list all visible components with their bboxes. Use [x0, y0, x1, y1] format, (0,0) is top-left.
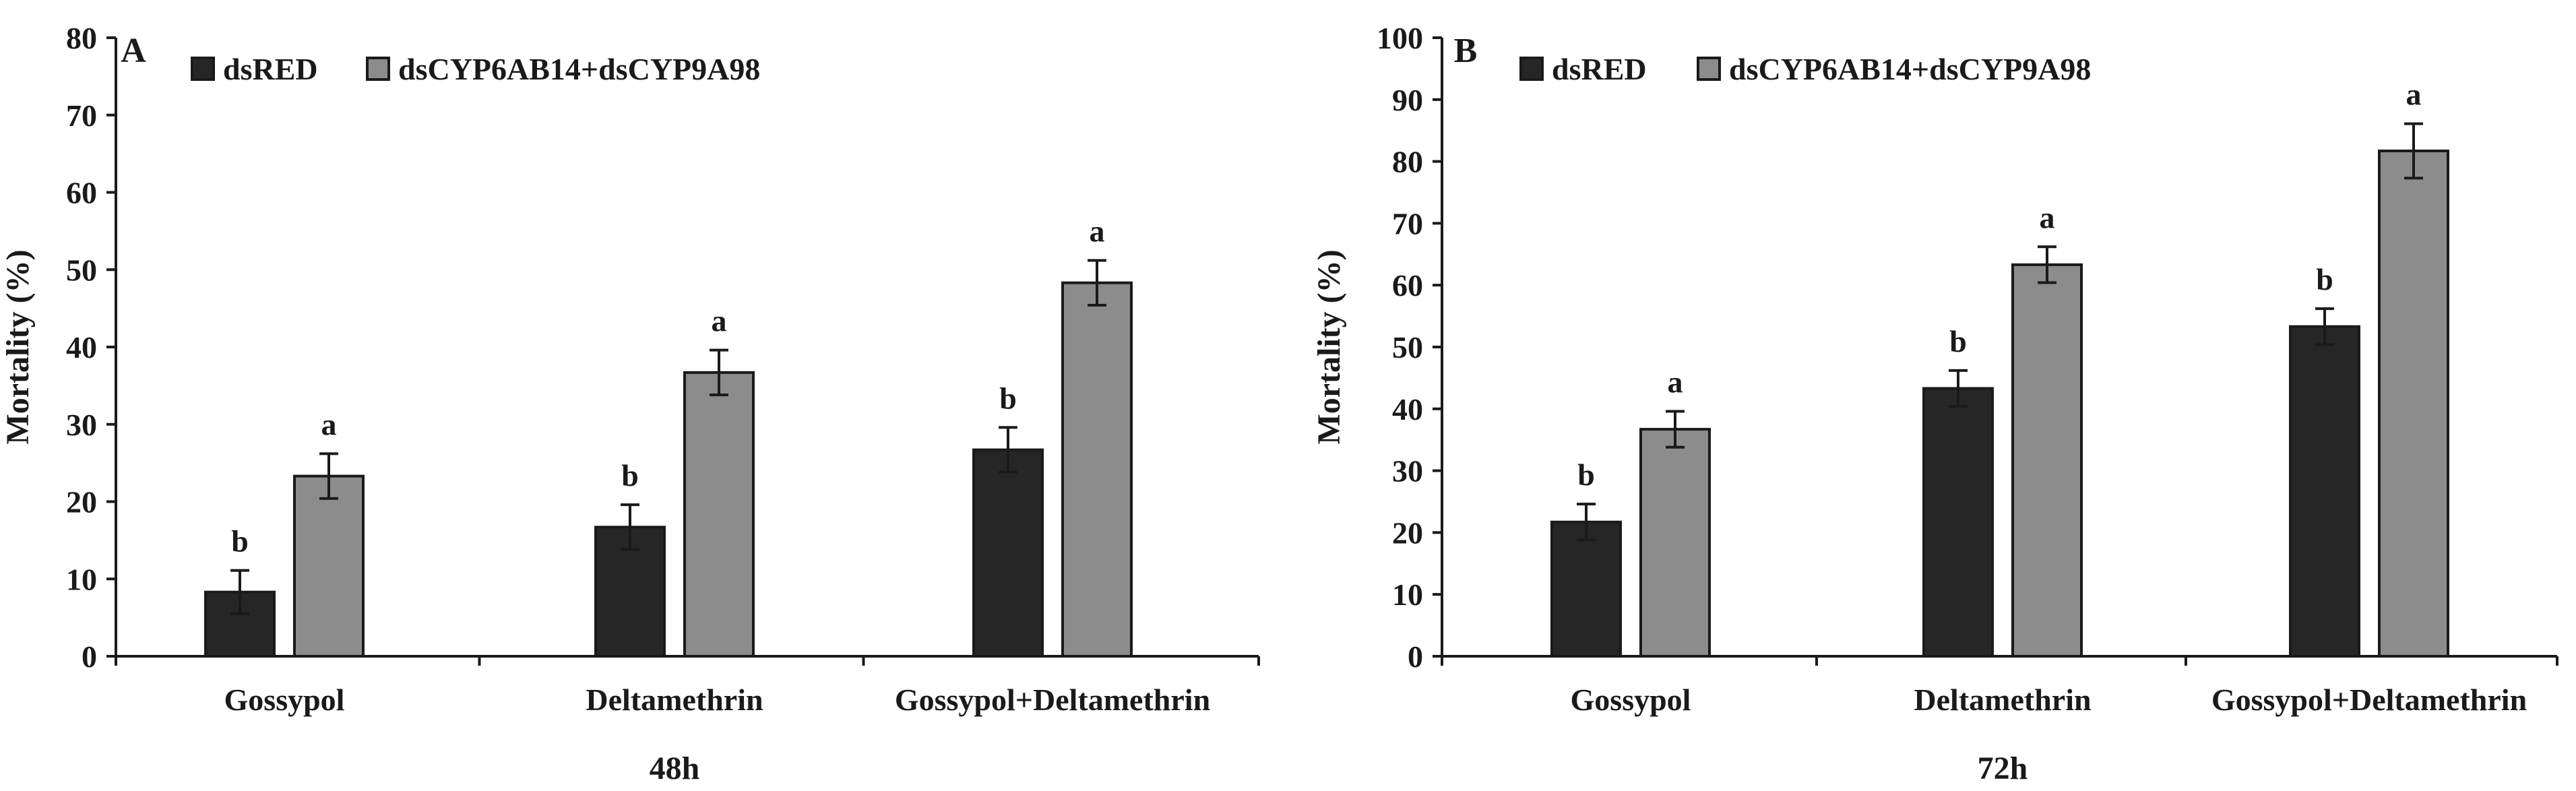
significance-letter: b	[1577, 457, 1595, 492]
bar-dsred-gossypol	[1550, 520, 1622, 658]
category-label: Gossypol+Deltamethrin	[2211, 683, 2527, 717]
y-tick-label: 40	[66, 330, 97, 365]
legend-swatch	[1519, 57, 1544, 81]
category-label: Gossypol	[1571, 683, 1691, 717]
panel-label: A	[121, 32, 146, 70]
y-axis-title: Mortality (%)	[0, 249, 36, 444]
bar-dsred-gossypol-deltamethrin	[2289, 325, 2360, 658]
bar-dsred-deltamethrin	[1922, 387, 1994, 658]
significance-letter: a	[1090, 214, 1105, 248]
legend-label: dsCYP6AB14+dsCYP9A98	[398, 52, 760, 86]
significance-letter: b	[621, 458, 639, 493]
y-tick-label: 0	[1408, 639, 1423, 674]
y-tick-label: 90	[1392, 83, 1423, 117]
category-label: Gossypol+Deltamethrin	[895, 683, 1210, 717]
category-label: Deltamethrin	[586, 683, 763, 717]
panel-a: 0 10 20 30 40 50 60 70 80 b a Gossypol b a Deltamethri…	[0, 21, 1260, 786]
bar-dscyp-deltamethrin	[683, 371, 755, 658]
category-label: Deltamethrin	[1914, 683, 2091, 717]
y-tick-label: 70	[1392, 206, 1423, 241]
significance-letter: a	[321, 407, 337, 441]
significance-letter: a	[2040, 200, 2055, 234]
y-tick-label: 10	[1392, 577, 1423, 612]
y-tick-label: 100	[1377, 21, 1423, 55]
y-tick-label: 20	[1392, 515, 1423, 550]
significance-letter: b	[2316, 262, 2333, 296]
y-tick-label: 30	[1392, 454, 1423, 488]
bar-dscyp-gossypol	[293, 474, 365, 658]
bar-dscyp-gossypol-deltamethrin	[2378, 149, 2449, 658]
legend-swatch	[1697, 57, 1721, 81]
x-axis-title: 72h	[1978, 751, 2028, 786]
y-tick-label: 80	[66, 21, 97, 55]
significance-letter: a	[2406, 77, 2422, 112]
legend-label: dsRED	[223, 52, 318, 86]
bar-dscyp-gossypol	[1639, 428, 1711, 658]
legend-label: dsCYP6AB14+dsCYP9A98	[1729, 52, 2091, 86]
y-tick-label: 60	[1392, 268, 1423, 303]
bar-dsred-gossypol-deltamethrin	[972, 448, 1044, 658]
y-axis-title: Mortality (%)	[1311, 249, 1347, 444]
y-tick-label: 60	[66, 176, 97, 210]
significance-letter: a	[1668, 365, 1683, 399]
category-label: Gossypol	[224, 683, 345, 717]
legend-swatch	[366, 57, 390, 81]
y-tick-label: 50	[1392, 330, 1423, 365]
significance-letter: b	[999, 381, 1017, 415]
bar-dscyp-gossypol-deltamethrin	[1061, 281, 1133, 658]
significance-letter: a	[712, 304, 727, 338]
y-tick-label: 70	[66, 98, 97, 133]
y-tick-label: 20	[66, 485, 97, 519]
x-axis-title: 48h	[650, 751, 700, 786]
panel-b: 0 10 20 30 40 50 60 70 80 90 100 b a Gossypol b a Deltam…	[1311, 21, 2558, 786]
y-tick-label: 80	[1392, 145, 1423, 179]
y-tick-label: 30	[66, 408, 97, 442]
bar-dscyp-deltamethrin	[2011, 263, 2083, 658]
y-tick-label: 50	[66, 253, 97, 287]
legend-swatch	[191, 57, 215, 81]
y-tick-label: 40	[1392, 392, 1423, 426]
y-tick-label: 0	[82, 639, 97, 674]
significance-letter: b	[1949, 324, 1967, 358]
panel-label: B	[1454, 32, 1478, 70]
legend-label: dsRED	[1552, 52, 1647, 86]
y-tick-label: 10	[66, 562, 97, 596]
significance-letter: b	[231, 524, 249, 559]
